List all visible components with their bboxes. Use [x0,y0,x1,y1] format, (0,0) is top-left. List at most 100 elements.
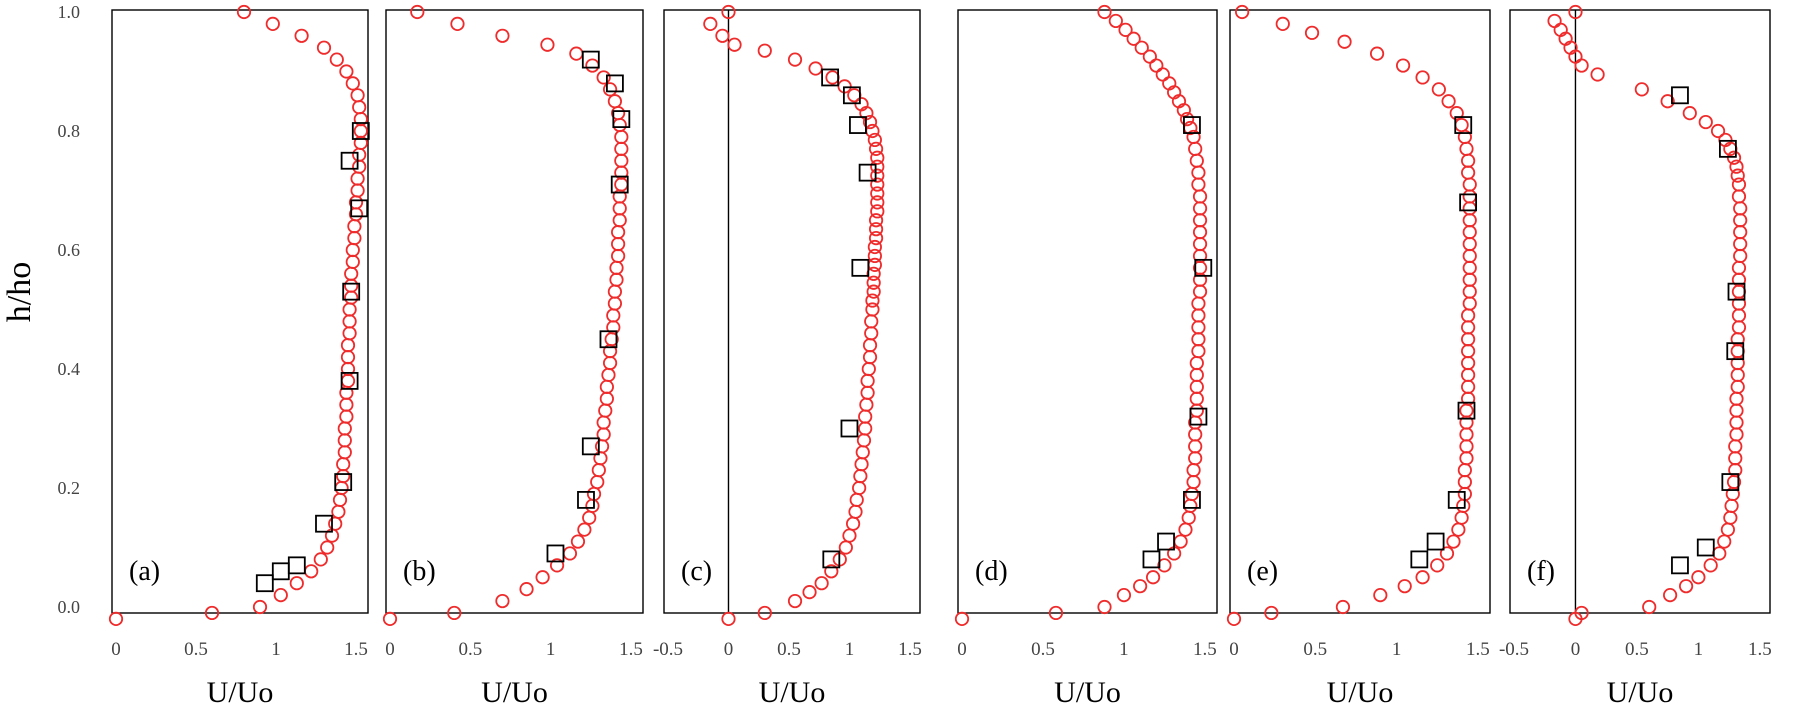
model-point [802,585,817,600]
model-point [352,147,367,162]
measured-point [1426,532,1445,551]
model-point [328,516,343,531]
model-point [1189,379,1204,394]
model-point [347,219,362,234]
model-point [1568,611,1583,627]
x-tick-label: 1.5 [1193,639,1217,660]
measured-point [342,282,361,301]
model-point [1415,570,1430,585]
model-point [858,409,873,424]
model-point [861,361,876,377]
model-point [852,480,867,496]
y-tick-label: 1.0 [58,2,81,22]
model-point [1097,599,1112,615]
model-point [339,397,354,412]
model-point [1142,49,1157,64]
model-point [602,355,618,371]
model-point [862,349,878,365]
x-axis-label: U/Uo [1054,676,1121,708]
model-point [824,564,839,579]
panel-frame [663,9,921,614]
model-point [1731,177,1747,192]
model-point [1454,117,1469,133]
x-tick-label: 0.5 [184,639,208,660]
model-point [607,284,623,299]
model-point [808,61,823,76]
model-point [1461,153,1476,168]
model-point [1461,165,1476,180]
model-point [1457,474,1472,490]
model-point [337,421,352,436]
measured-point [610,175,629,194]
model-point [1441,94,1456,109]
model-point [1462,248,1477,264]
model-point [316,40,332,55]
model-point [273,587,288,603]
panel-a: 0 0.5 1 1.5 U/Uo (a) [108,4,370,708]
model-point [1574,58,1589,73]
model-point [313,552,328,567]
measured-point [340,371,359,390]
model-point [1189,403,1204,418]
x-tick-label: 1.5 [344,639,368,660]
model-point [607,296,623,311]
x-tick-label: -0.5 [1499,639,1529,660]
model-point [787,52,803,67]
model-point [1451,522,1466,537]
model-point [868,213,884,228]
model-point [340,373,356,388]
model-point [1116,587,1132,603]
measured-point [606,74,624,93]
model-point [864,314,879,329]
model-point [1415,70,1430,85]
model-point [866,284,881,299]
model-point [340,338,356,353]
measured-point [840,419,859,438]
model-point [1397,579,1412,594]
model-point [1733,248,1748,264]
model-point [1729,403,1744,418]
model-point [1097,4,1112,20]
measured-point [1457,401,1476,420]
model-point [870,186,885,201]
y-axis-ticks: 0.0 0.2 0.4 0.6 0.8 1.0 [58,2,81,617]
measured-point [1671,556,1689,575]
panel-frame [1509,9,1771,614]
panel-frame [1229,9,1491,614]
measured-point [546,544,565,563]
model-point [849,492,864,507]
model-point [599,391,614,406]
model-point [954,611,970,627]
model-point [1703,558,1718,573]
model-point [1728,451,1743,466]
model-point [289,576,304,591]
model-point [1733,225,1748,240]
model-point [1731,260,1747,275]
x-tick-label: -0.5 [653,639,683,660]
model-point [562,546,578,561]
model-point [331,504,346,519]
model-point [1731,189,1747,204]
model-point [1181,510,1196,525]
model-point [602,82,618,97]
model-point [410,4,425,20]
model-point [727,37,742,52]
measured-point [858,163,877,182]
x-tick-label: 1.5 [898,639,922,660]
model-point [450,16,465,32]
model-point [495,593,510,609]
model-point [1373,587,1388,603]
measured-point [849,116,867,134]
measured-point [822,550,841,569]
model-point [1731,320,1747,335]
y-axis-label: h/ho [1,262,38,322]
model-point [540,37,555,52]
panel-e: 0 0.5 1 1.5 U/Uo (e) [1226,4,1491,708]
y-tick-label: 0.4 [58,359,81,379]
x-tick-label: 1.5 [1748,639,1772,660]
measured-point [1157,532,1175,551]
model-point [1449,106,1464,121]
model-point [870,177,885,192]
model-point [108,611,124,627]
model-point [1459,403,1474,418]
